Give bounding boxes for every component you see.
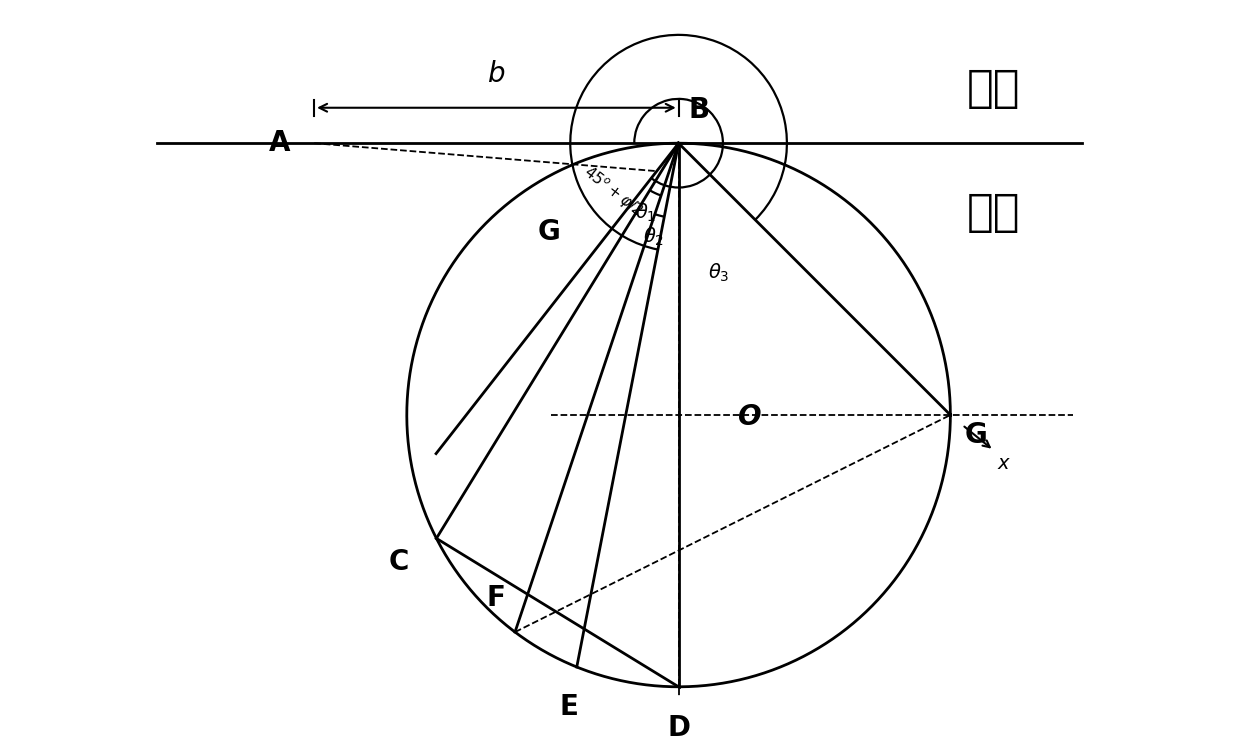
Text: $\theta_1$: $\theta_1$ [636,201,657,224]
Text: C: C [389,548,409,577]
Text: $\theta_3$: $\theta_3$ [707,262,729,285]
Text: D: D [667,714,690,742]
Text: b: b [488,60,506,88]
Text: B: B [689,96,710,123]
Text: E: E [560,692,579,721]
Text: G: G [538,218,560,245]
Text: 硬土: 硬土 [966,191,1021,233]
Text: $\theta_2$: $\theta_2$ [643,225,664,247]
Text: F: F [486,585,506,612]
Text: x: x [997,455,1009,473]
Text: A: A [269,129,291,158]
Text: O: O [737,403,761,431]
Text: $45^o+\varphi/2$: $45^o+\varphi/2$ [579,163,647,221]
Text: 软土: 软土 [966,67,1021,109]
Text: G: G [964,421,987,449]
